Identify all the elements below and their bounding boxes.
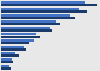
Bar <box>1 65 10 67</box>
Bar <box>1 42 29 44</box>
Bar <box>1 52 15 54</box>
Bar <box>1 54 19 57</box>
Bar <box>1 48 26 51</box>
Bar <box>1 67 11 70</box>
Bar <box>1 20 56 23</box>
Bar <box>1 33 36 36</box>
Bar <box>1 36 40 38</box>
Bar <box>1 29 52 32</box>
Bar <box>1 58 12 61</box>
Bar <box>1 1 85 4</box>
Bar <box>1 23 60 25</box>
Bar <box>1 14 70 17</box>
Bar <box>1 10 88 13</box>
Bar <box>1 61 13 63</box>
Bar <box>1 27 50 29</box>
Bar <box>1 39 34 42</box>
Bar <box>1 8 79 10</box>
Bar <box>1 17 74 19</box>
Bar <box>1 4 97 6</box>
Bar <box>1 46 23 48</box>
